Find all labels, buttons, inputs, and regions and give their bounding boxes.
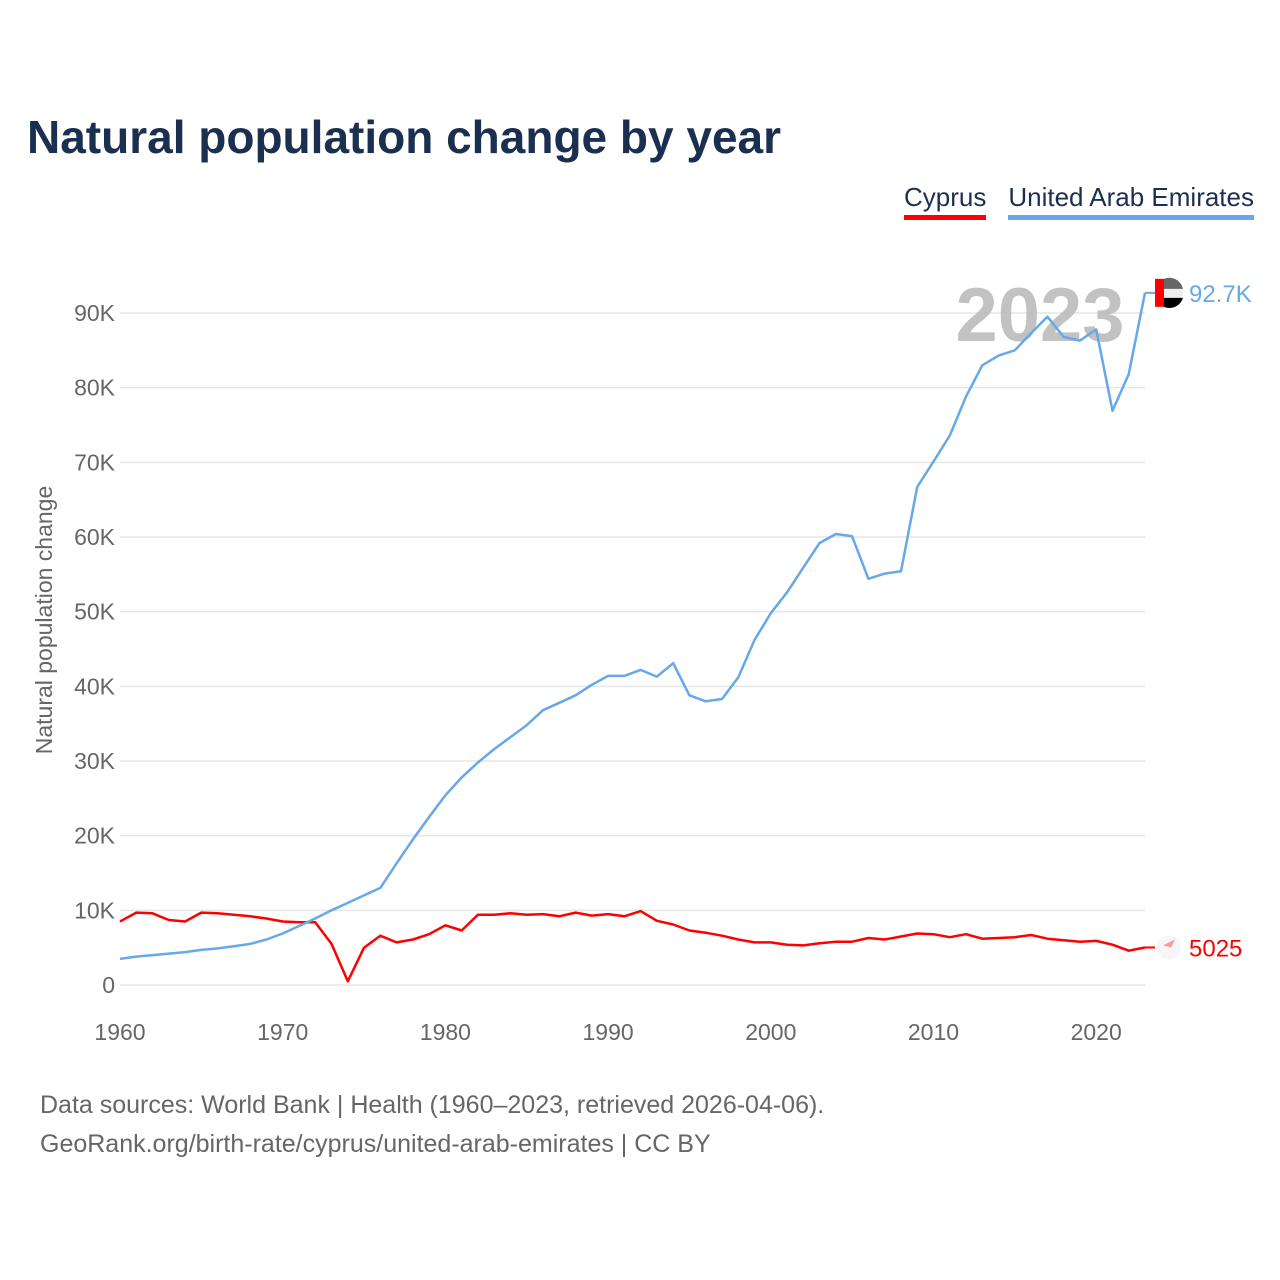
uae-flag-top xyxy=(1164,277,1183,289)
x-tick-label: 1970 xyxy=(257,1019,308,1045)
y-tick-label: 40K xyxy=(74,673,116,699)
legend-item-uae[interactable]: United Arab Emirates xyxy=(1008,182,1254,220)
end-value-label: 92.7K xyxy=(1189,281,1252,308)
legend-item-cyprus[interactable]: Cyprus xyxy=(903,182,987,220)
cyprus-flag-island xyxy=(1163,939,1175,948)
series-line-uae xyxy=(119,292,1147,961)
x-tick-label: 2010 xyxy=(908,1019,959,1045)
y-tick-label: 50K xyxy=(74,599,116,625)
y-tick-label: 20K xyxy=(74,823,116,849)
y-axis-label: Natural population change xyxy=(31,486,57,755)
y-tick-label: 80K xyxy=(74,375,116,401)
uae-flag-red xyxy=(1155,278,1164,307)
y-tick-label: 30K xyxy=(74,748,116,774)
end-value-label: 5025 xyxy=(1189,935,1242,962)
source-note: Data sources: World Bank | Health (1960–… xyxy=(40,1086,824,1164)
cyprus-flag-icon xyxy=(1157,935,1181,960)
legend: Cyprus United Arab Emirates xyxy=(903,182,1254,220)
x-tick-label: 1980 xyxy=(420,1019,471,1045)
year-watermark: 2023 xyxy=(955,273,1124,358)
uae-flag-bottom xyxy=(1164,297,1183,308)
y-tick-label: 60K xyxy=(74,524,116,550)
source-line-1: Data sources: World Bank | Health (1960–… xyxy=(40,1091,825,1119)
x-tick-label: 2000 xyxy=(745,1019,796,1045)
y-tick-label: 90K xyxy=(74,300,116,326)
x-tick-label: 1960 xyxy=(94,1019,145,1045)
series-line-cyprus xyxy=(119,909,1146,983)
chart-title: Natural population change by year xyxy=(27,111,782,163)
x-tick-label: 1990 xyxy=(583,1019,634,1045)
y-tick-label: 0 xyxy=(102,972,115,998)
x-tick-label: 2020 xyxy=(1071,1019,1122,1045)
y-tick-label: 70K xyxy=(74,449,116,475)
y-tick-label: 10K xyxy=(74,897,116,923)
source-line-2[interactable]: GeoRank.org/birth-rate/cyprus/united-ara… xyxy=(40,1130,711,1158)
